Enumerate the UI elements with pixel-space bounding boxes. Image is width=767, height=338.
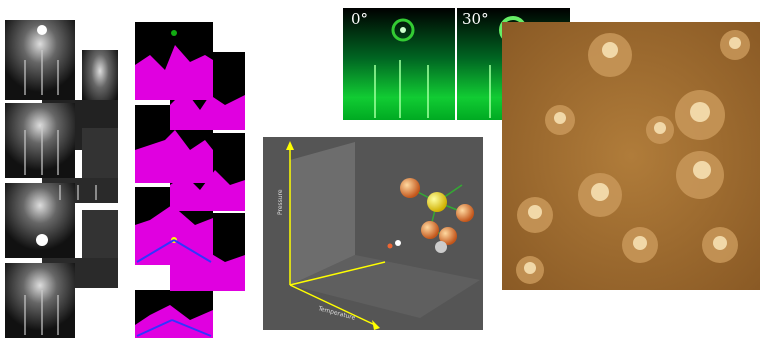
rheed-label: 30° [462, 10, 489, 28]
collage: 0° 30° Pressure Temperature [0, 0, 767, 338]
rheed-grayscale-stack [5, 20, 118, 338]
intensity-profile-stack [135, 22, 245, 338]
rheed-label: 0° [351, 10, 368, 28]
afm-image [502, 22, 760, 290]
axis-label: Pressure [277, 189, 284, 215]
phase-diagram-3d: Pressure Temperature [263, 137, 483, 330]
